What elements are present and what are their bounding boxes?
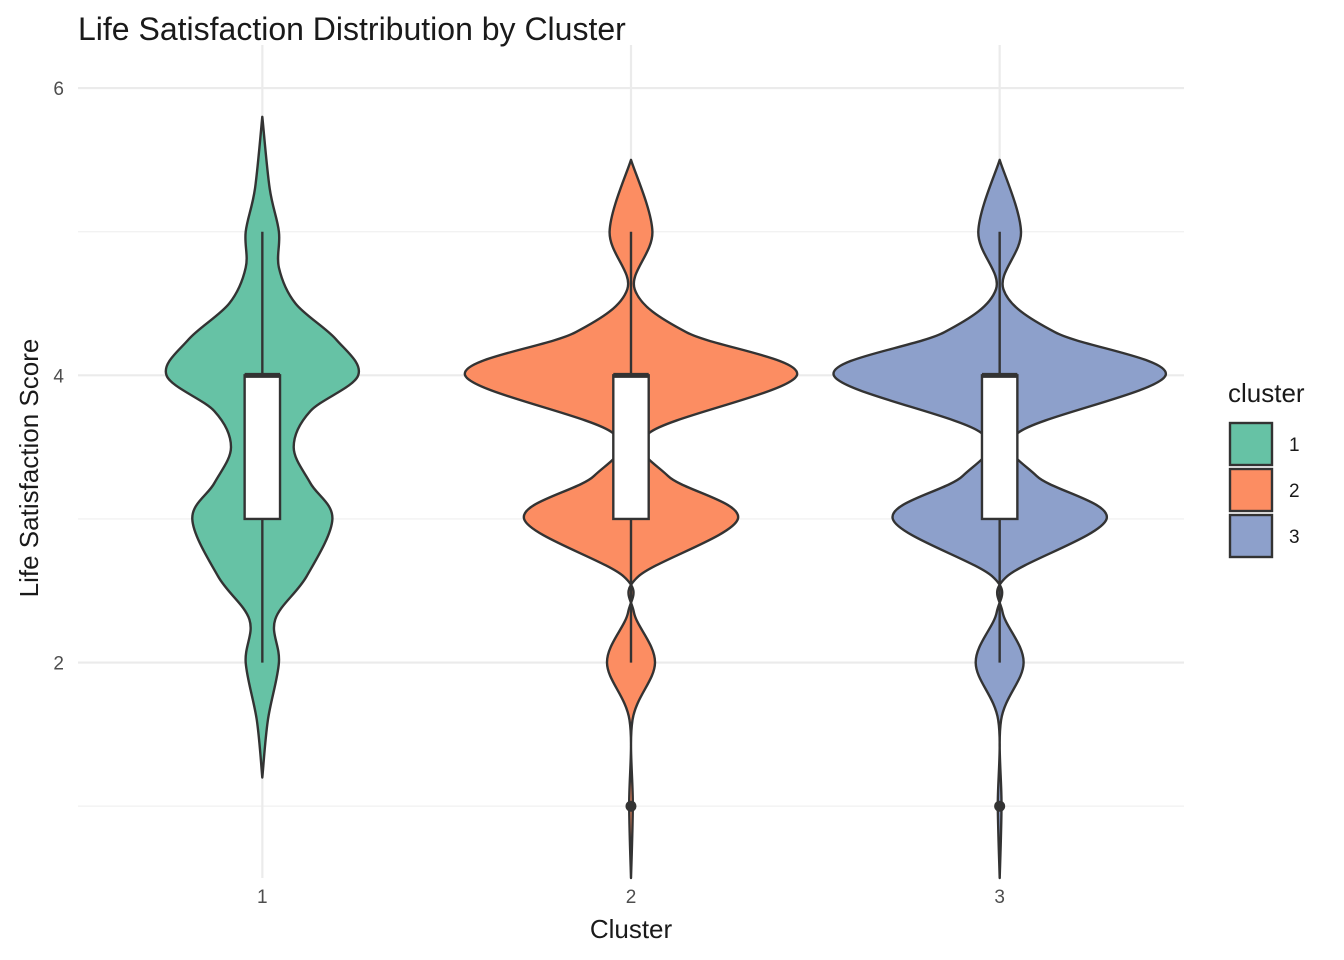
chart-title: Life Satisfaction Distribution by Cluste… [78, 11, 626, 47]
box-cluster-2 [612, 374, 650, 521]
y-axis-title: Life Satisfaction Score [14, 339, 44, 598]
outlier-point [625, 800, 637, 812]
legend-title: cluster [1228, 378, 1305, 408]
y-axis-ticks: 2 4 6 [53, 79, 64, 674]
legend-label: 3 [1289, 527, 1300, 548]
x-tick-label: 3 [994, 887, 1005, 908]
legend-label: 1 [1289, 435, 1300, 456]
x-tick-label: 1 [257, 887, 268, 908]
outlier-point [994, 800, 1006, 812]
legend-key-3 [1228, 513, 1274, 559]
box-cluster-1 [243, 374, 282, 521]
legend-key-1 [1228, 421, 1274, 467]
x-tick-label: 2 [626, 887, 637, 908]
legend-key-2 [1228, 467, 1274, 513]
legend-label: 2 [1289, 481, 1300, 502]
y-tick-label: 2 [53, 654, 64, 675]
box-cluster-3 [980, 374, 1019, 521]
legend-items: 1 2 3 [1228, 421, 1300, 559]
x-axis-ticks: 1 2 3 [257, 887, 1005, 908]
boxplots [243, 231, 1019, 812]
y-tick-label: 6 [53, 79, 64, 100]
y-tick-label: 4 [53, 366, 64, 387]
legend: cluster 1 2 3 [1228, 378, 1305, 559]
x-axis-title: Cluster [590, 914, 673, 944]
